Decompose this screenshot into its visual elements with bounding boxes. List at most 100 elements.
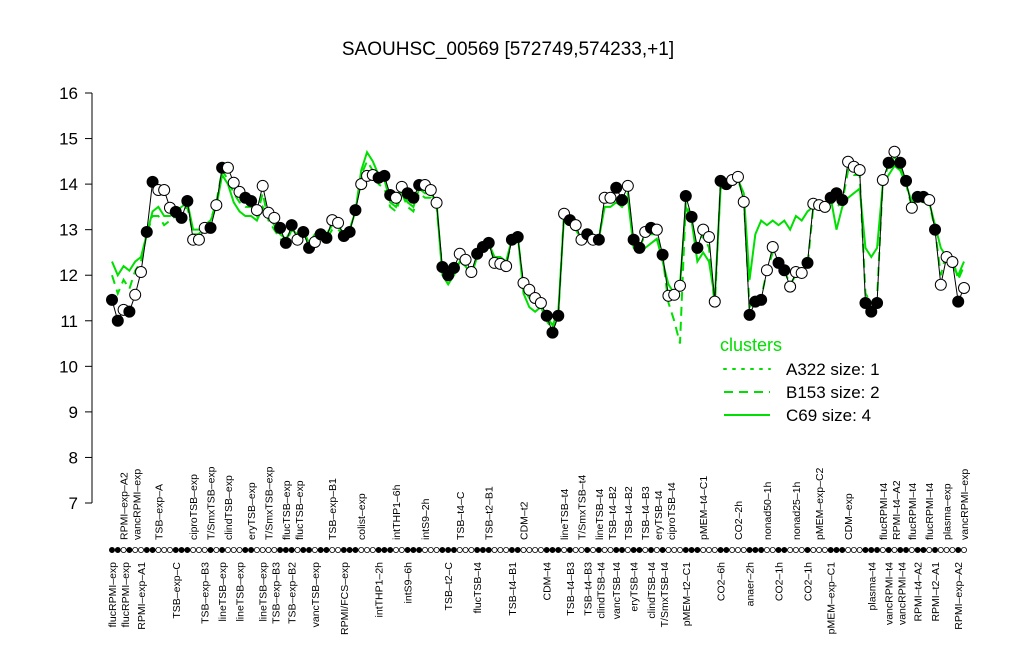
sample-marker [224, 547, 231, 554]
x-label: TSB–t4–B1 [507, 562, 519, 616]
x-label: T/SmxTSB–exp [206, 466, 218, 540]
legend-label: B153 size: 2 [786, 383, 880, 402]
sample-marker [381, 547, 388, 554]
data-point [650, 223, 663, 236]
sample-marker [891, 547, 898, 554]
y-tick-label: 14 [59, 175, 78, 194]
sample-marker [607, 547, 614, 554]
x-label: RPMI–t4–A2 [913, 562, 925, 622]
data-point [407, 191, 420, 204]
sample-marker [619, 547, 626, 554]
sample-marker [236, 547, 243, 554]
sample-marker [340, 547, 347, 554]
data-point [795, 266, 808, 279]
data-point [204, 221, 217, 234]
x-label: T/SmxTSB–t4 [576, 474, 588, 540]
sample-marker [109, 547, 116, 554]
sample-marker [572, 547, 579, 554]
data-point [859, 297, 872, 310]
sample-marker [474, 547, 481, 554]
sample-marker [445, 547, 452, 554]
sample-marker [717, 547, 724, 554]
data-point [343, 225, 356, 238]
data-point [876, 174, 889, 187]
sample-marker [137, 547, 144, 554]
x-label: pMEM–t4–C1 [698, 476, 710, 540]
x-label: TSB–t2–B1 [484, 486, 496, 540]
y-tick-label: 8 [69, 448, 78, 467]
x-label: ciproTSB–exp [188, 474, 200, 540]
data-point [279, 236, 292, 249]
data-point [111, 314, 124, 327]
sample-marker [184, 547, 191, 554]
x-label: flucRPMI–t4 [878, 483, 890, 540]
data-point [256, 179, 269, 192]
data-point [106, 293, 118, 306]
data-point [894, 156, 907, 169]
x-label: TSB–t2–C [443, 562, 455, 611]
sample-marker [300, 547, 307, 554]
sample-marker [648, 547, 655, 554]
data-point [905, 201, 918, 214]
data-point [691, 241, 704, 254]
x-label: CDM–t2 [519, 501, 531, 540]
sample-marker [671, 547, 678, 554]
sample-marker [850, 547, 857, 554]
x-label: flucRPMI–t4 [907, 483, 919, 540]
y-tick-label: 9 [69, 403, 78, 422]
data-point [181, 194, 194, 207]
sample-marker [792, 547, 799, 554]
sample-marker [468, 547, 475, 554]
y-tick-label: 15 [59, 130, 78, 149]
data-point [871, 297, 884, 310]
x-label: intTHP1–2h [374, 562, 386, 618]
x-label: ciproTSB–t4 [666, 482, 678, 540]
sample-marker [427, 547, 434, 554]
sample-marker [433, 547, 440, 554]
data-point [760, 264, 773, 277]
x-label: TSB–t4–B3 [640, 486, 652, 540]
sample-marker [740, 547, 747, 554]
x-label: pMEM–exp–C1 [826, 562, 838, 635]
data-point [390, 191, 402, 204]
x-label: CO2–1h [774, 562, 786, 601]
sample-marker [120, 547, 127, 554]
x-label: flucRPMI–exp [107, 562, 119, 628]
y-tick-label: 11 [60, 312, 78, 331]
x-label: nonad50–1h [762, 481, 774, 540]
y-tick-label: 16 [59, 84, 78, 103]
sample-marker [219, 547, 226, 554]
x-label: vancTSB–exp [310, 562, 322, 628]
sample-marker [798, 547, 805, 554]
sample-marker [190, 547, 197, 554]
sample-marker [271, 547, 278, 554]
legend: clusters A322 size: 1 B153 size: 2 C69 siz… [720, 335, 880, 425]
sample-marker [294, 547, 301, 554]
x-label: plasma–t4 [866, 562, 878, 611]
data-point [621, 179, 634, 192]
sample-marker [961, 547, 968, 554]
data-point [540, 309, 553, 322]
data-point [627, 233, 640, 246]
x-label: flucRPMI–exp [120, 562, 132, 628]
sample-marker [932, 547, 939, 554]
sample-marker [491, 547, 498, 554]
sample-marker [352, 547, 359, 554]
sample-marker [253, 547, 260, 554]
sample-marker [329, 547, 336, 554]
data-point [332, 216, 345, 229]
sample-markers [109, 547, 968, 554]
sample-marker [462, 547, 469, 554]
x-labels: RPMI–exp–A2 vancRPMI–exp TSB–exp–A ciproTSB… [107, 466, 971, 635]
sample-marker [833, 547, 840, 554]
sample-marker [868, 547, 875, 554]
sample-marker [885, 547, 892, 554]
sample-marker [763, 547, 770, 554]
sample-marker [781, 547, 788, 554]
sample-marker [601, 547, 608, 554]
y-tick-label: 13 [59, 221, 78, 240]
sample-marker [259, 547, 266, 554]
sample-marker [566, 547, 573, 554]
x-label: RPMI–exp–A1 [136, 562, 148, 630]
